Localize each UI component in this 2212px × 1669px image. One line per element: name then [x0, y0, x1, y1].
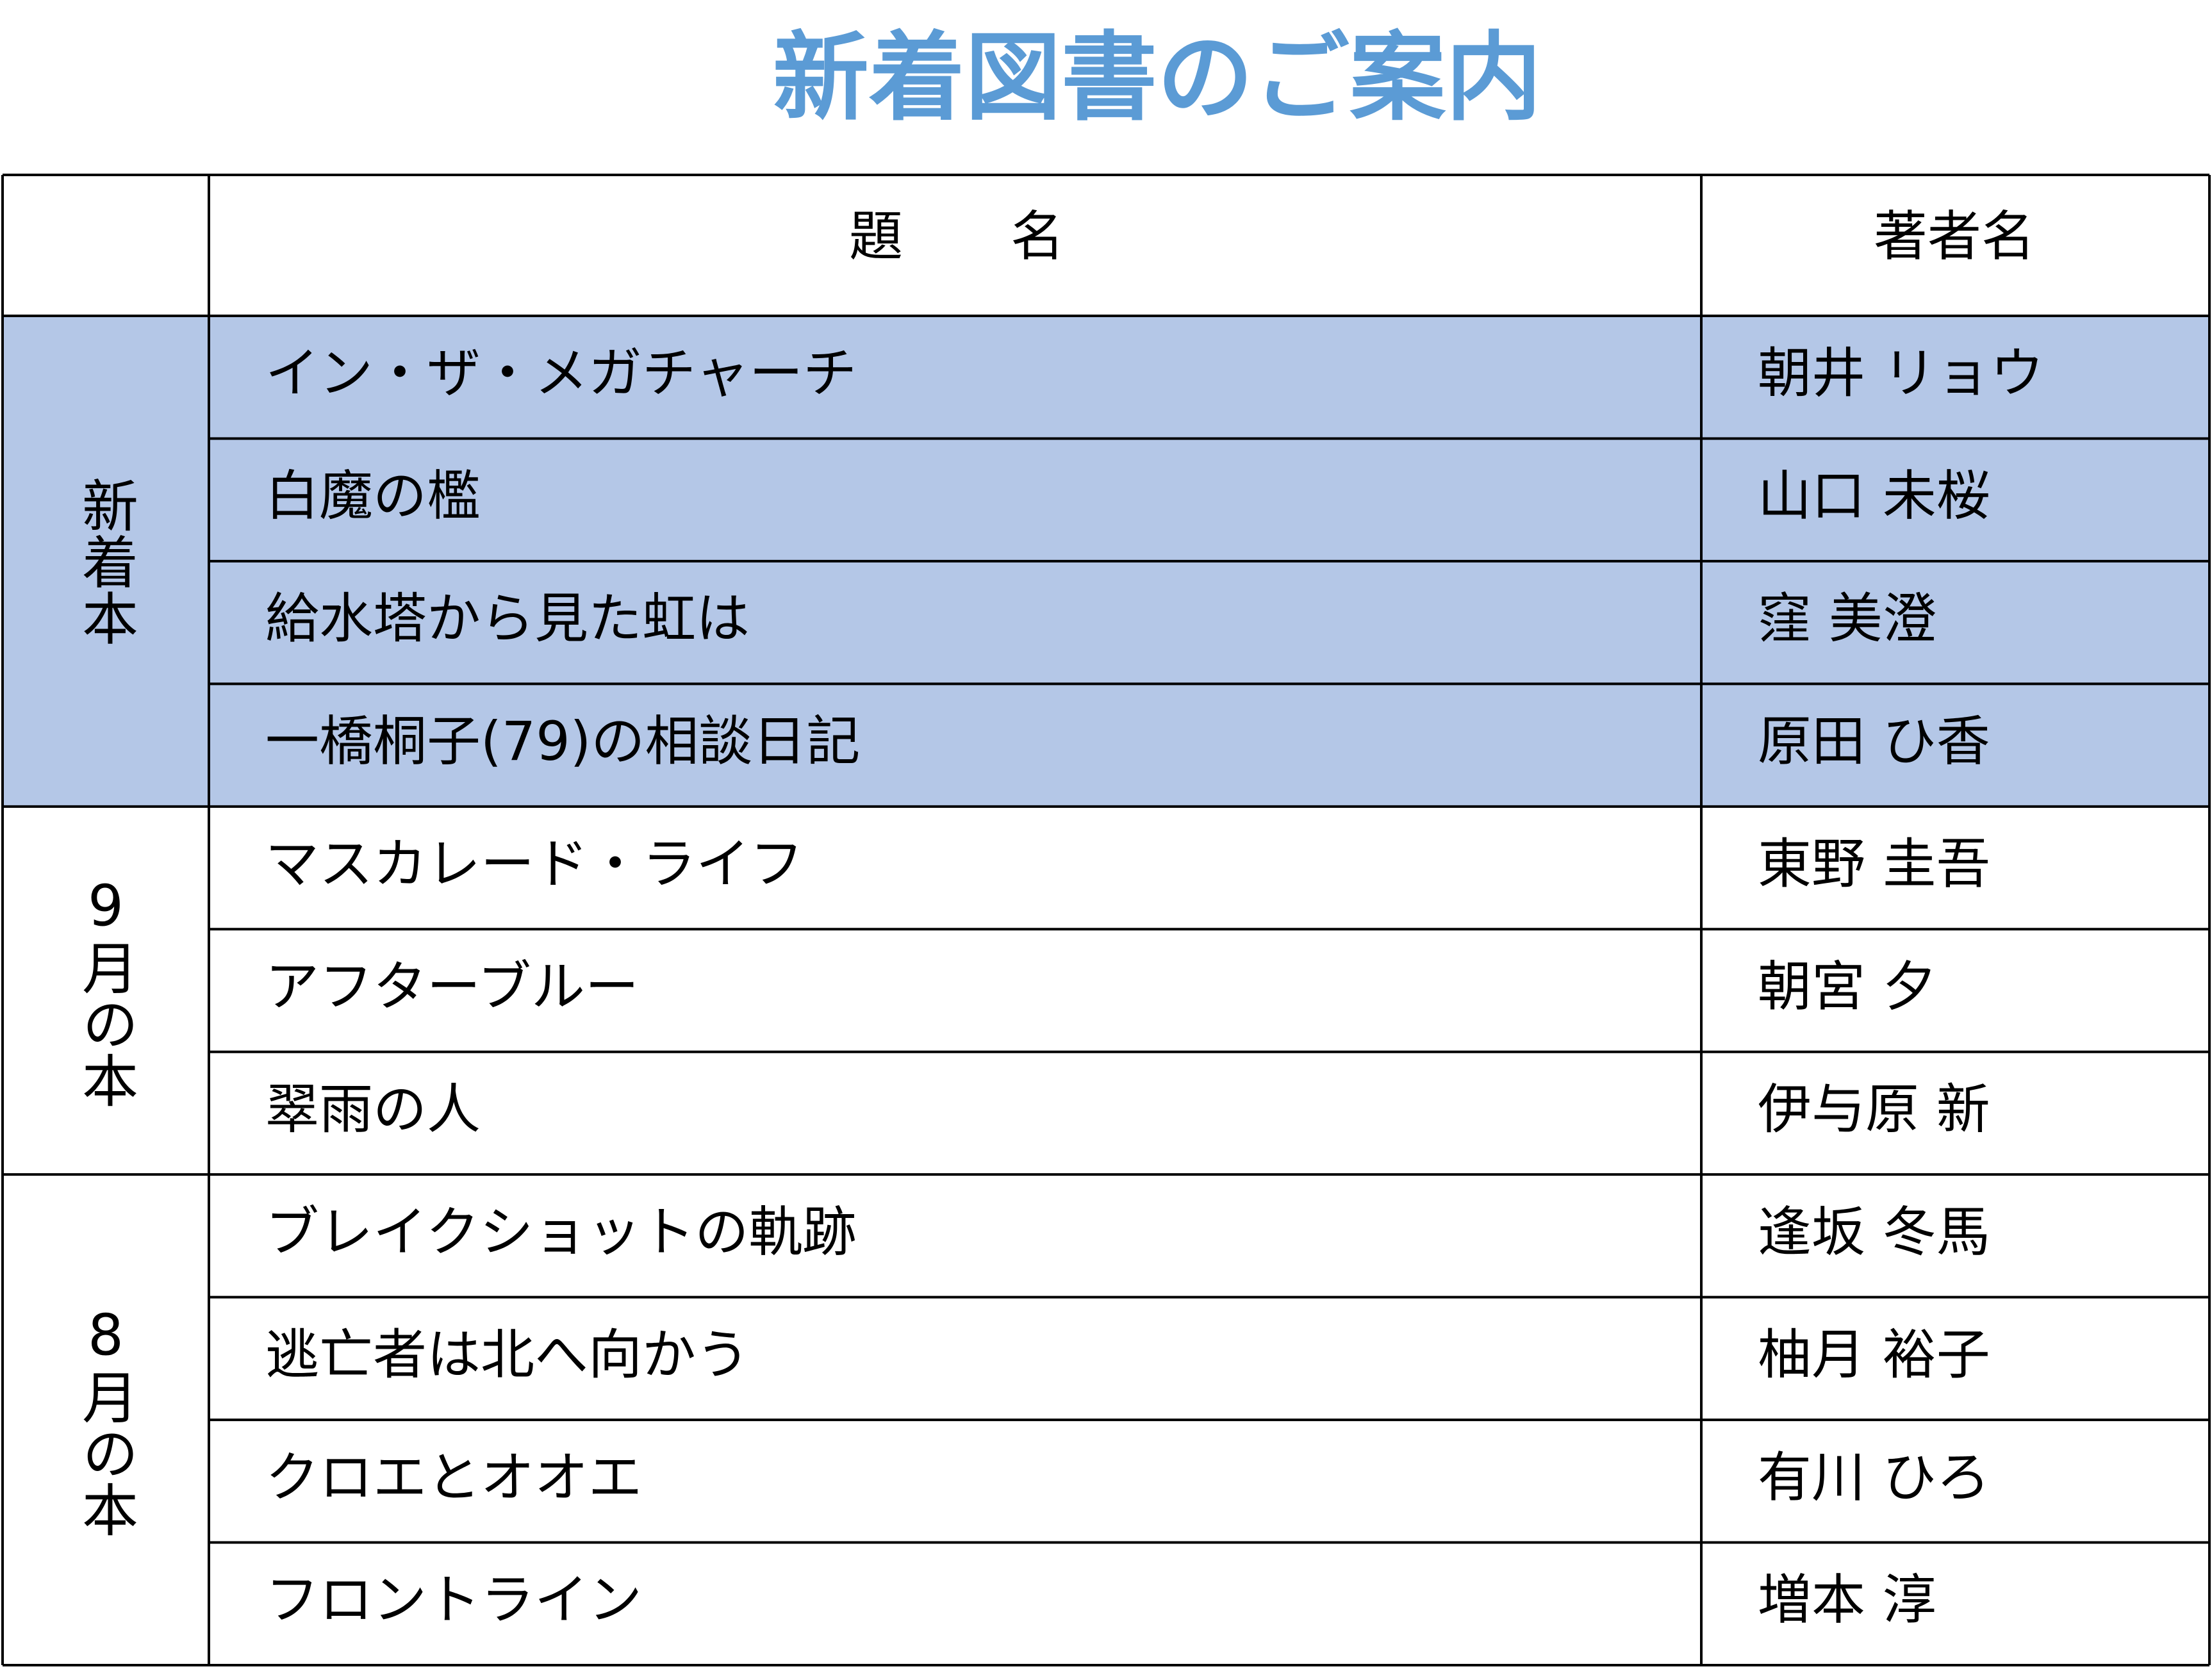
book-author: 伊与原 新: [1758, 1078, 1990, 1140]
book-author: 逢坂 冬馬: [1758, 1201, 1990, 1263]
header-title: 題 名: [849, 205, 1064, 268]
book-author: 朝井 リョウ: [1758, 342, 2044, 405]
book-title: 翠雨の人: [265, 1078, 481, 1140]
book-author: 増本 淳: [1758, 1568, 1936, 1631]
book-title: ブレイクショットの軌跡: [265, 1201, 856, 1263]
book-author: 有川 ひろ: [1758, 1446, 1990, 1509]
group-label: 8月の本: [73, 1303, 139, 1538]
book-title: 逃亡者は北へ向かう: [265, 1323, 750, 1386]
header-author: 著者名: [1874, 205, 2035, 268]
book-title: アフターブルー: [265, 955, 639, 1018]
book-title: フロントライン: [265, 1568, 642, 1631]
book-title: マスカレード・ライフ: [265, 832, 804, 895]
group-label: 新着本: [73, 477, 139, 646]
book-title: イン・ザ・メガチャーチ: [265, 342, 857, 405]
book-author: 窪 美澄: [1758, 588, 1936, 650]
book-author: 朝宮 夕: [1758, 955, 1936, 1018]
book-title: 一橋桐子(79)の相談日記: [265, 710, 860, 773]
book-author: 山口 未桜: [1758, 465, 1990, 527]
book-title: クロエとオオエ: [265, 1446, 642, 1509]
page-title: 新着図書のご案内: [773, 22, 1542, 134]
book-author: 東野 圭吾: [1758, 832, 1990, 895]
book-title: 白魔の檻: [265, 465, 481, 527]
book-title: 給水塔から見た虹は: [265, 588, 750, 650]
book-author: 原田 ひ香: [1758, 710, 1990, 773]
group-label: 9月の本: [73, 873, 139, 1108]
book-author: 柚月 裕子: [1758, 1323, 1990, 1386]
